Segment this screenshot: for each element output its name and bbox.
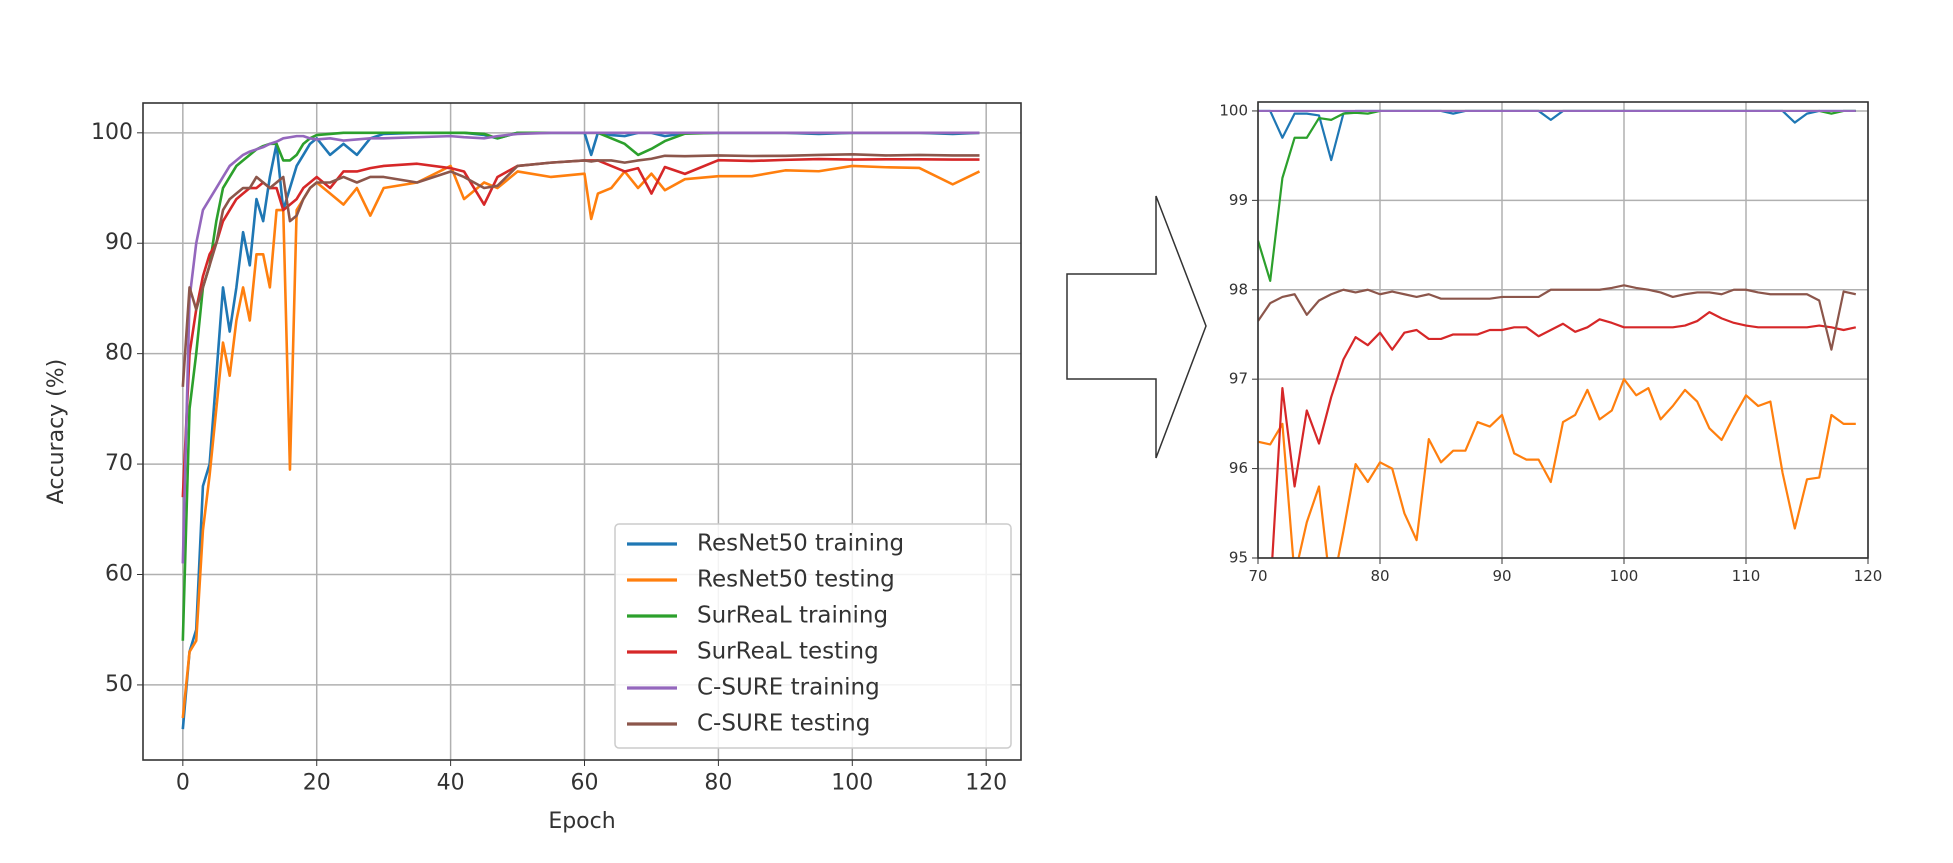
x-tick-label: 100	[1610, 567, 1639, 585]
legend-label: C-SURE training	[697, 675, 880, 701]
x-tick-label: 120	[965, 770, 1007, 795]
legend-label: ResNet50 testing	[697, 567, 895, 593]
legend-label: SurReaL testing	[697, 639, 879, 665]
legend-label: ResNet50 training	[697, 531, 904, 557]
x-tick-label: 110	[1732, 567, 1761, 585]
plot-area	[1258, 102, 1868, 558]
series-line	[181, 153, 980, 387]
x-tick-label: 0	[176, 770, 190, 795]
x-tick-label: 80	[704, 770, 732, 795]
legend-box	[614, 523, 1012, 749]
axes-frame	[1257, 101, 1869, 559]
y-tick-label: 90	[105, 230, 133, 255]
series-line	[1258, 284, 1857, 351]
series-group	[181, 131, 981, 730]
x-tick-label: 120	[1854, 567, 1883, 585]
y-tick-label: 100	[1219, 101, 1248, 119]
series-group	[1258, 109, 1857, 558]
series-line	[181, 157, 980, 498]
x-tick-label: 20	[303, 770, 331, 795]
x-tick-label: 70	[1248, 567, 1267, 585]
y-tick-label: 96	[1229, 459, 1248, 477]
axes-frame	[142, 102, 1022, 761]
series-line	[181, 164, 981, 719]
y-tick-label: 70	[105, 451, 133, 476]
series-line	[1258, 378, 1856, 558]
x-axis-label: Epoch	[548, 809, 615, 834]
x-tick-label: 90	[1492, 567, 1511, 585]
legend-label: SurReaL training	[697, 603, 888, 629]
y-tick-label: 50	[105, 672, 133, 697]
y-tick-label: 80	[105, 341, 133, 366]
y-tick-label: 99	[1229, 191, 1248, 209]
x-tick-label: 60	[571, 770, 599, 795]
series-line	[181, 131, 980, 564]
y-tick-label: 60	[105, 561, 133, 586]
series-line	[1271, 311, 1857, 558]
y-tick-label: 97	[1229, 370, 1248, 388]
legend-label: C-SURE testing	[697, 711, 870, 737]
y-axis-label: Accuracy (%)	[44, 359, 69, 505]
y-tick-label: 100	[91, 120, 133, 145]
y-tick-label: 98	[1229, 280, 1248, 298]
x-tick-label: 100	[831, 770, 873, 795]
zoom-arrow	[1066, 195, 1207, 459]
x-tick-label: 40	[437, 770, 465, 795]
x-tick-label: 80	[1370, 567, 1389, 585]
y-tick-label: 95	[1229, 549, 1248, 567]
